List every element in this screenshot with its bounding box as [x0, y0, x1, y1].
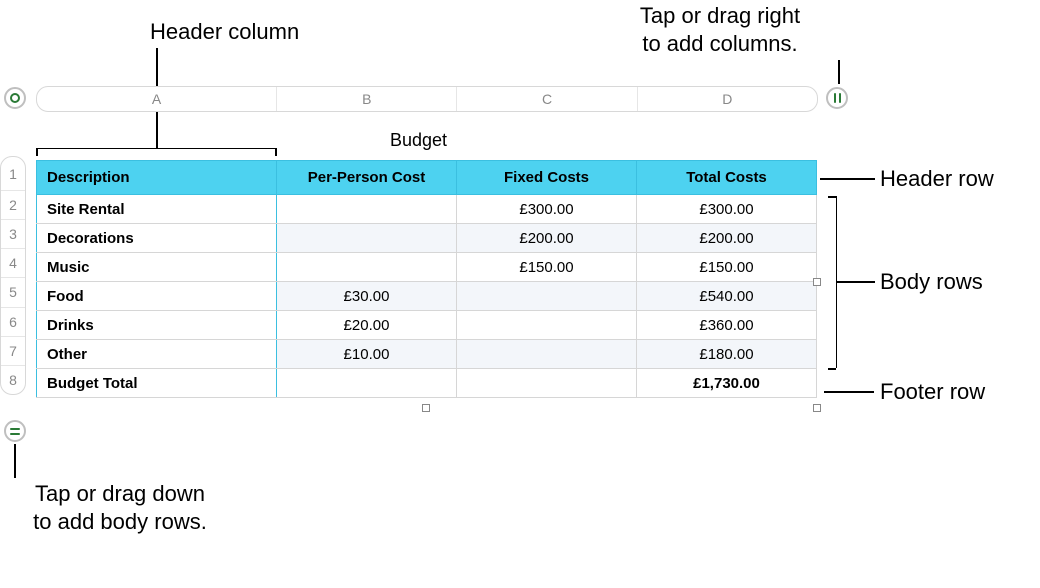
- row-header-2[interactable]: 2: [1, 191, 25, 220]
- table-cell[interactable]: £300.00: [457, 195, 637, 224]
- row-header-7[interactable]: 7: [1, 337, 25, 366]
- leader-line: [838, 60, 840, 84]
- header-cell[interactable]: Total Costs: [637, 161, 817, 195]
- footer-cell[interactable]: [277, 369, 457, 398]
- bracket-tick: [275, 148, 277, 156]
- callout-footer-row: Footer row: [880, 378, 985, 406]
- column-header-C[interactable]: C: [457, 87, 637, 111]
- callout-add-rows: Tap or drag down to add body rows.: [10, 480, 230, 535]
- table-cell[interactable]: [457, 311, 637, 340]
- table-cell[interactable]: £20.00: [277, 311, 457, 340]
- table-cell[interactable]: £30.00: [277, 282, 457, 311]
- table-cell[interactable]: £180.00: [637, 340, 817, 369]
- table-row[interactable]: Drinks£20.00 £360.00: [37, 311, 817, 340]
- footer-cell[interactable]: Budget Total: [37, 369, 277, 398]
- budget-table[interactable]: DescriptionPer-Person CostFixed CostsTot…: [36, 160, 817, 398]
- table-footer-row[interactable]: Budget Total £1,730.00: [37, 369, 817, 398]
- add-columns-handle[interactable]: [826, 87, 848, 109]
- table-cell[interactable]: Music: [37, 253, 277, 282]
- row-header-8[interactable]: 8: [1, 366, 25, 394]
- add-rows-icon: [10, 428, 20, 435]
- column-letter-bar[interactable]: ABCD: [36, 86, 818, 112]
- leader-line: [824, 391, 874, 393]
- table-cell[interactable]: £200.00: [457, 224, 637, 253]
- add-rows-handle[interactable]: [4, 420, 26, 442]
- table-cell[interactable]: £540.00: [637, 282, 817, 311]
- table-cell[interactable]: Food: [37, 282, 277, 311]
- leader-line: [837, 281, 875, 283]
- column-header-B[interactable]: B: [277, 87, 457, 111]
- header-cell[interactable]: Fixed Costs: [457, 161, 637, 195]
- table-row[interactable]: Other£10.00 £180.00: [37, 340, 817, 369]
- header-cell[interactable]: Description: [37, 161, 277, 195]
- column-header-A[interactable]: A: [37, 87, 277, 111]
- table-cell[interactable]: £360.00: [637, 311, 817, 340]
- row-number-bar[interactable]: 12345678: [0, 156, 26, 395]
- bracket-header-column: [36, 148, 276, 149]
- table-origin-handle[interactable]: [4, 87, 26, 109]
- leader-line: [820, 178, 875, 180]
- table-cell[interactable]: Other: [37, 340, 277, 369]
- table-title[interactable]: Budget: [390, 130, 447, 151]
- column-header-D[interactable]: D: [638, 87, 817, 111]
- table-cell[interactable]: [457, 282, 637, 311]
- bracket-tick: [828, 196, 836, 198]
- footer-cell[interactable]: [457, 369, 637, 398]
- table-cell[interactable]: Decorations: [37, 224, 277, 253]
- selection-handle[interactable]: [813, 278, 821, 286]
- add-columns-icon: [834, 93, 841, 103]
- callout-header-row: Header row: [880, 165, 994, 193]
- selection-handle[interactable]: [813, 404, 821, 412]
- table-cell[interactable]: Site Rental: [37, 195, 277, 224]
- table-cell[interactable]: [277, 195, 457, 224]
- table-row[interactable]: Food£30.00 £540.00: [37, 282, 817, 311]
- circle-icon: [10, 93, 20, 103]
- table-header-row[interactable]: DescriptionPer-Person CostFixed CostsTot…: [37, 161, 817, 195]
- table-cell[interactable]: Drinks: [37, 311, 277, 340]
- table-cell[interactable]: £150.00: [457, 253, 637, 282]
- table-row[interactable]: Music £150.00£150.00: [37, 253, 817, 282]
- callout-body-rows: Body rows: [880, 268, 983, 296]
- row-header-3[interactable]: 3: [1, 220, 25, 249]
- table-cell[interactable]: £150.00: [637, 253, 817, 282]
- row-header-4[interactable]: 4: [1, 249, 25, 278]
- table-cell[interactable]: [277, 224, 457, 253]
- row-header-1[interactable]: 1: [1, 157, 25, 191]
- selection-handle[interactable]: [422, 404, 430, 412]
- table-cell[interactable]: £10.00: [277, 340, 457, 369]
- table-cell[interactable]: [277, 253, 457, 282]
- table-row[interactable]: Site Rental £300.00£300.00: [37, 195, 817, 224]
- table-cell[interactable]: [457, 340, 637, 369]
- table-row[interactable]: Decorations £200.00£200.00: [37, 224, 817, 253]
- bracket-tick: [828, 368, 836, 370]
- callout-add-columns: Tap or drag right to add columns.: [600, 2, 840, 57]
- row-header-6[interactable]: 6: [1, 308, 25, 337]
- leader-line: [14, 444, 16, 478]
- callout-header-column: Header column: [150, 18, 350, 46]
- row-header-5[interactable]: 5: [1, 278, 25, 307]
- table-cell[interactable]: £300.00: [637, 195, 817, 224]
- table-cell[interactable]: £200.00: [637, 224, 817, 253]
- header-cell[interactable]: Per-Person Cost: [277, 161, 457, 195]
- bracket-tick: [36, 148, 38, 156]
- footer-cell[interactable]: £1,730.00: [637, 369, 817, 398]
